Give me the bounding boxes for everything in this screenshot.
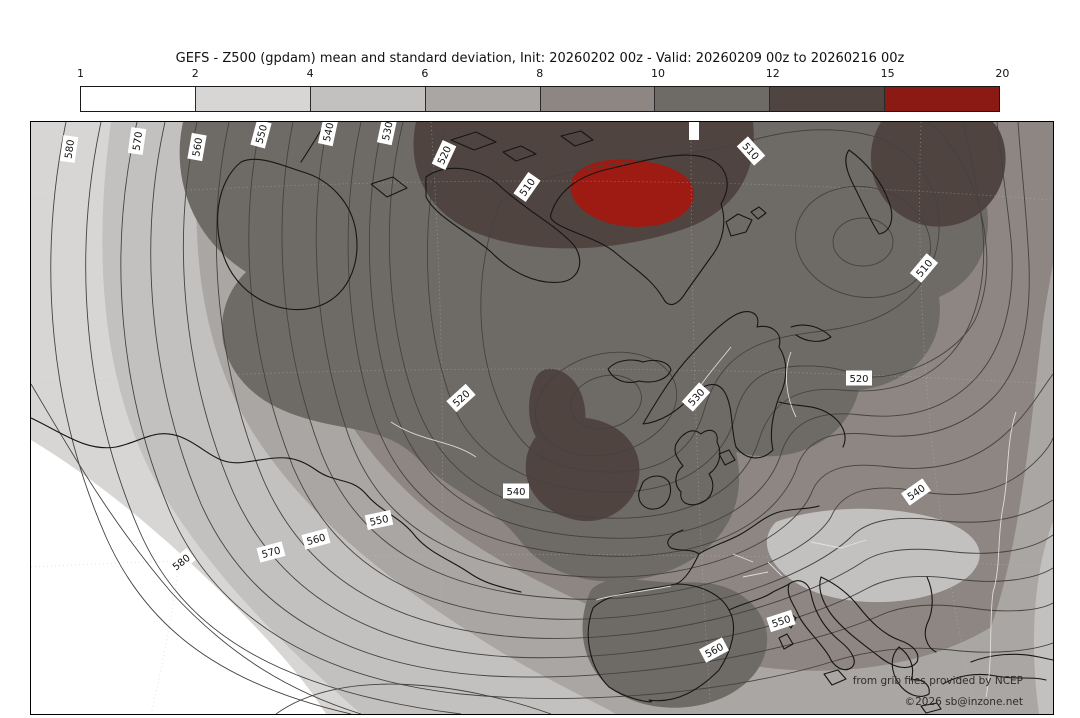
contour-label: 570 — [256, 541, 286, 563]
svg-text:520: 520 — [849, 374, 868, 385]
stddev-fill-lt-2 — [31, 440, 326, 714]
colorbar-segment — [655, 87, 771, 111]
svg-text:570: 570 — [132, 131, 146, 151]
attribution-copyright: ©2026 sb@inzone.net — [905, 696, 1023, 708]
map-panel: 580 570 560 550 540 530 520 510 510 510 520 530 520 5… — [30, 121, 1054, 715]
svg-text:560: 560 — [191, 137, 205, 158]
top-notch-artifact — [689, 122, 699, 140]
colorbar-tick: 6 — [421, 67, 429, 80]
colorbar-segment — [885, 87, 999, 111]
contour-label: 550 — [364, 509, 394, 531]
stddev-fill-15-20-greenland — [570, 159, 694, 227]
svg-text:570: 570 — [261, 545, 282, 561]
colorbar-tick: 15 — [880, 67, 895, 80]
svg-text:550: 550 — [254, 124, 270, 145]
colorbar-segment — [195, 87, 311, 111]
colorbar-segment — [770, 87, 886, 111]
graticule — [31, 122, 1053, 714]
colorbar-tick: 2 — [191, 67, 199, 80]
contour-label: 520 — [846, 370, 872, 386]
svg-text:530: 530 — [381, 122, 396, 142]
svg-text:540: 540 — [322, 122, 337, 143]
z500-contours — [31, 122, 1053, 714]
contour-label: 560 — [187, 132, 207, 162]
colorbar-segment — [310, 87, 426, 111]
colorbar-segment — [540, 87, 656, 111]
colorbar-ticks: 1 2 4 6 8 10 12 15 20 — [77, 67, 1010, 81]
svg-text:560: 560 — [306, 532, 327, 548]
stddev-fill-4-6-right — [1033, 522, 1053, 714]
colorbar-tick: 12 — [765, 67, 780, 80]
colorbar-tick: 1 — [77, 67, 84, 80]
colorbar-tick: 4 — [306, 67, 314, 80]
svg-text:580: 580 — [64, 139, 78, 159]
contour-label: 580 — [59, 135, 79, 163]
colorbar-segment — [425, 87, 541, 111]
contour-label: 550 — [766, 609, 796, 633]
colorbar-segment — [81, 87, 196, 111]
contour-label: 550 — [250, 122, 272, 149]
stddev-fill-10-12-iberia — [582, 579, 768, 708]
contour-label: 540 — [503, 483, 529, 499]
stddev-fill-12-15-barents — [870, 122, 1006, 227]
contour-label: 540 — [317, 122, 339, 147]
colorbar-tick: 8 — [536, 67, 544, 80]
coastlines — [31, 129, 1053, 714]
contour-label: 560 — [301, 528, 331, 550]
contour-label: 570 — [127, 127, 147, 155]
svg-text:540: 540 — [506, 487, 525, 498]
stddev-fill-10-12 — [179, 122, 988, 582]
stddev-fill-12-15-south-iceland — [529, 368, 586, 454]
colorbar — [80, 86, 1000, 112]
attribution-ncep: from grib files provided by NCEP — [853, 675, 1023, 687]
contour-label: 530 — [376, 122, 398, 146]
chart-title: GEFS - Z500 (gpdam) mean and standard de… — [175, 51, 905, 66]
colorbar-tick: 10 — [651, 67, 665, 80]
colorbar-tick: 20 — [995, 67, 1010, 80]
svg-text:550: 550 — [369, 514, 390, 529]
